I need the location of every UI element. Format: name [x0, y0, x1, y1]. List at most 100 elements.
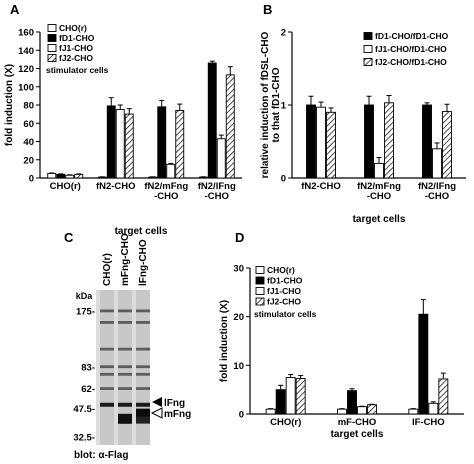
blot-band	[118, 309, 132, 313]
bar-a	[56, 173, 66, 179]
y-axis-label-b: relative induction of fDSL-CHOto that fD…	[260, 31, 282, 178]
panel-label-a: A	[10, 2, 20, 17]
bar-d	[428, 402, 439, 415]
blot-marker-label: 32.5-	[73, 433, 95, 444]
legend-label-b: fJ1-CHO/fD1-CHO	[375, 44, 447, 54]
legend-label-d: CHO(r)	[267, 265, 295, 275]
blot-band	[100, 309, 114, 313]
x-tick-label-a: fN2/lFng -CHO	[198, 181, 236, 202]
y-tick-label-a: 160	[18, 28, 34, 39]
legend-swatch-b	[363, 45, 373, 53]
bar-a	[47, 172, 57, 179]
blot-band	[136, 365, 150, 369]
x-tick-label-a: fN2-CHO	[96, 181, 136, 192]
bar-d	[357, 406, 367, 415]
blot-lane-label: CHO(r)	[102, 253, 113, 286]
blot-band-mfng	[118, 413, 132, 424]
blot-marker-label: 47.5-	[73, 404, 95, 415]
y-tick-label-b: 0	[281, 174, 286, 185]
bar-d	[265, 408, 276, 415]
bar-b	[432, 148, 442, 179]
bar-a	[124, 113, 134, 179]
bar-d	[408, 408, 419, 415]
bar-b	[374, 162, 384, 179]
blot-band	[118, 347, 132, 351]
bar-a	[106, 105, 116, 179]
arrow-lfng-icon	[152, 397, 162, 407]
y-axis-label-d: fold induction (X)	[219, 300, 230, 382]
y-tick-label-d: 30	[233, 264, 244, 275]
chart-a: 0 20 40 60 80 100 120 140 160 fold induction (X) C…	[4, 23, 242, 237]
blot-band	[100, 402, 114, 407]
bar-a	[65, 174, 75, 179]
legend-swatch-d	[255, 287, 265, 295]
blot-band	[100, 321, 114, 324]
y-tick-label-b: 1	[281, 101, 287, 112]
blot-band	[136, 321, 150, 324]
legend-label-a: fD1-CHO	[59, 33, 95, 43]
bar-b	[306, 104, 316, 179]
bar-a	[157, 106, 167, 179]
blot-band	[136, 387, 150, 390]
bar-b	[316, 106, 326, 179]
x-tick-label-b: fN2-CHO	[301, 181, 341, 192]
bar-b	[422, 104, 432, 179]
blot-band	[136, 309, 150, 313]
panel-label-d: D	[235, 230, 244, 245]
x-tick-label-b: fN2/lFng -CHO	[418, 181, 456, 202]
blot-band	[118, 387, 132, 390]
y-tick-label-a: 100	[18, 82, 34, 93]
blot-band	[100, 347, 114, 351]
bar-a	[207, 62, 217, 179]
bar-b	[442, 111, 452, 179]
blot-band-lfng-2	[136, 416, 150, 424]
bar-a	[225, 74, 235, 179]
y-tick-label-a: 0	[29, 174, 34, 185]
blot-band	[100, 365, 114, 369]
bar-d	[367, 404, 377, 415]
blot-c: CHO(r) mFng-CHO lFng-CHO kDa 175- 83- 62- 47.5-…	[73, 233, 191, 461]
y-tick-label-a: 140	[18, 46, 34, 57]
bar-d	[337, 408, 347, 415]
blot-band	[136, 372, 150, 376]
x-axis-label-d: target cells	[331, 429, 384, 440]
legend-title-a: stimulator cells	[46, 65, 109, 75]
x-axis-label-b: target cells	[353, 214, 406, 225]
y-tick-label-d: 20	[233, 312, 244, 323]
legend-label-a: fJ1-CHO	[59, 43, 93, 53]
legend-label-d: fJ2-CHO	[267, 297, 301, 307]
legend-label-d: fJ1-CHO	[267, 286, 301, 296]
x-tick-label-a: CHO(r)	[50, 181, 81, 192]
x-tick-label-d: CHO(r)	[270, 417, 301, 428]
bar-b	[364, 104, 374, 179]
y-axis-label-a: fold induction (X)	[4, 64, 15, 146]
y-tick-label-d: 0	[239, 410, 244, 421]
legend-swatch-a	[47, 54, 57, 62]
panel-label-b: B	[263, 2, 272, 17]
blot-band	[118, 321, 132, 324]
bar-a	[166, 163, 176, 179]
panel-label-c: C	[64, 230, 74, 245]
blot-band	[118, 402, 132, 407]
blot-marker-label: 83-	[81, 362, 95, 373]
blot-marker-unit: kDa	[76, 291, 94, 301]
legend-swatch-b	[363, 58, 373, 66]
x-tick-label-d: lF-CHO	[412, 417, 445, 428]
blot-marker-label: 175-	[76, 307, 95, 318]
blot-band	[118, 372, 132, 376]
blot-band	[118, 365, 132, 369]
x-tick-label-d: mF-CHO	[338, 417, 377, 428]
x-axis-label-a: target cells	[115, 226, 168, 237]
legend-label-b: fD1-CHO/fD1-CHO	[375, 31, 449, 41]
legend-swatch-d	[255, 276, 265, 285]
legend-swatch-b	[363, 32, 373, 40]
blot-band	[100, 387, 114, 390]
legend-label-d: fD1-CHO	[267, 276, 303, 286]
legend-label-a: CHO(r)	[59, 23, 87, 33]
x-tick-label-a: fN2/mFng -CHO	[144, 181, 188, 202]
bar-d	[347, 390, 357, 415]
bar-a	[115, 109, 125, 179]
bar-a	[74, 173, 84, 179]
